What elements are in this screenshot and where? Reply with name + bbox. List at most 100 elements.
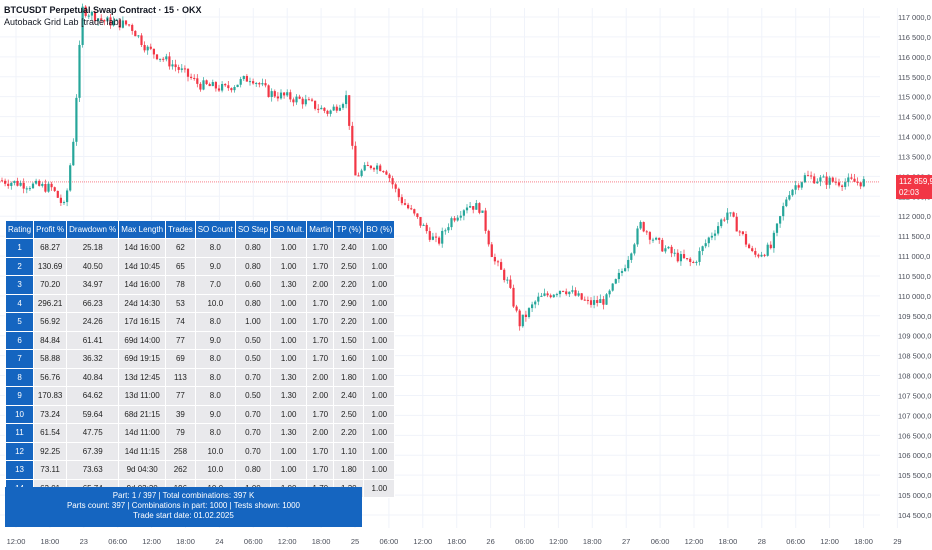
table-cell: 14d 16:00 — [118, 238, 167, 258]
table-cell: 14d 16:00 — [118, 275, 167, 295]
table-cell: 84.84 — [33, 330, 68, 350]
table-cell: 0.70 — [234, 404, 272, 424]
table-cell: 61.54 — [33, 423, 68, 443]
table-cell: 1.70 — [306, 404, 335, 424]
table-cell: 1.00 — [363, 441, 396, 461]
candle-body — [72, 141, 75, 166]
candle-body — [295, 96, 298, 103]
candle-body — [323, 107, 326, 111]
time-axis[interactable]: 12:00 18:00 23 06:00 12:00 18:00 24 06:00 12:00 1… — [7, 537, 902, 546]
candle-body — [217, 88, 221, 91]
table-cell: 1.00 — [270, 238, 308, 258]
candle-body — [245, 75, 248, 82]
candle-body — [459, 215, 462, 218]
candle-body — [44, 184, 47, 192]
table-cell: 14d 11:15 — [118, 441, 167, 461]
candle-body — [106, 17, 109, 22]
table-row: 10 73.24 59.64 68d 21:15 39 9.0 0.70 1.00 1.70 2.… — [4, 404, 396, 424]
table-cell: 2.20 — [333, 423, 365, 443]
candle-body — [385, 171, 388, 175]
rating-cell: 3 — [4, 275, 35, 295]
candle-body — [689, 258, 692, 262]
candle-body — [196, 78, 199, 84]
candle-body — [286, 92, 289, 96]
candle-body — [754, 251, 757, 255]
candle-body — [419, 216, 422, 226]
table-cell: 73.11 — [33, 460, 68, 480]
indicator-title[interactable]: Autoback Grid Lab [trade lab] — [4, 17, 122, 27]
candle-body — [686, 258, 689, 260]
column-header: Max Length — [118, 220, 167, 239]
candle-body — [338, 107, 341, 111]
candle-body — [500, 262, 503, 270]
candle-body — [800, 182, 803, 188]
candle-body — [589, 300, 593, 305]
candle-body — [862, 179, 865, 187]
candle-body — [803, 175, 806, 183]
candle-body — [453, 218, 456, 221]
table-cell: 1.00 — [270, 441, 308, 461]
table-cell: 2.00 — [306, 275, 335, 295]
candle-body — [667, 246, 670, 249]
candle-body — [713, 233, 717, 236]
last-price-value: 112 859,9 — [899, 177, 932, 186]
candle-body — [744, 234, 748, 245]
candle-body — [143, 45, 146, 51]
table-cell: 170.83 — [33, 386, 68, 406]
price-axis[interactable]: 117 000,0 116 500,0 116 000,0 115 500,0 115 … — [898, 13, 931, 520]
price-tick-label: 106 000,0 — [898, 451, 931, 460]
table-cell: 1.30 — [270, 275, 308, 295]
table-cell: 69d 19:15 — [118, 349, 167, 369]
candle-body — [493, 256, 496, 262]
table-cell: 13d 11:00 — [118, 386, 167, 406]
candle-body — [165, 56, 168, 60]
candle-body — [850, 177, 853, 179]
table-cell: 56.76 — [33, 367, 68, 387]
table-cell: 0.70 — [234, 423, 272, 443]
candle-body — [155, 54, 159, 60]
candle-body — [620, 271, 624, 273]
candle-body — [211, 82, 214, 87]
table-cell: 2.20 — [333, 275, 365, 295]
table-cell: 24.26 — [66, 312, 120, 332]
table-cell: 1.00 — [363, 275, 396, 295]
table-cell: 1.30 — [270, 386, 308, 406]
candle-body — [534, 301, 537, 305]
candle-body — [636, 228, 639, 245]
candle-body — [487, 230, 490, 245]
candle-body — [38, 180, 41, 186]
candle-body — [438, 237, 441, 244]
price-tick-label: 114 000,0 — [898, 133, 931, 142]
time-tick-label: 12:00 — [685, 537, 704, 546]
candle-body — [574, 290, 577, 296]
candle-body — [465, 207, 469, 211]
price-tick-label: 108 500,0 — [898, 352, 931, 361]
candle-body — [717, 226, 720, 234]
candle-body — [394, 184, 397, 189]
candle-body — [317, 108, 320, 110]
column-header: Martin — [306, 220, 335, 239]
table-cell: 1.00 — [363, 293, 396, 313]
candle-body — [558, 290, 562, 295]
candle-body — [729, 212, 732, 214]
table-cell: 1.00 — [363, 386, 396, 406]
candle-body — [13, 180, 16, 184]
table-row: 2 130.69 40.50 14d 10:45 65 9.0 0.80 1.00 1.70 2.… — [4, 256, 396, 276]
candle-body — [583, 299, 586, 301]
candle-body — [769, 244, 772, 249]
table-cell: 61.41 — [66, 330, 120, 350]
table-cell: 1.70 — [306, 238, 335, 258]
candle-body — [543, 293, 546, 296]
time-tick-label: 18:00 — [176, 537, 195, 546]
table-cell: 262 — [165, 460, 196, 480]
candle-body — [233, 86, 236, 91]
table-cell: 59.64 — [66, 404, 120, 424]
candle-body — [856, 181, 859, 183]
candle-body — [93, 11, 97, 22]
rating-cell: 7 — [4, 349, 35, 369]
table-cell: 9d 04:30 — [118, 460, 167, 480]
table-cell: 1.00 — [234, 312, 272, 332]
table-cell: 0.80 — [234, 293, 272, 313]
candle-body — [341, 104, 345, 108]
bar-countdown: 02:03 — [899, 188, 920, 197]
